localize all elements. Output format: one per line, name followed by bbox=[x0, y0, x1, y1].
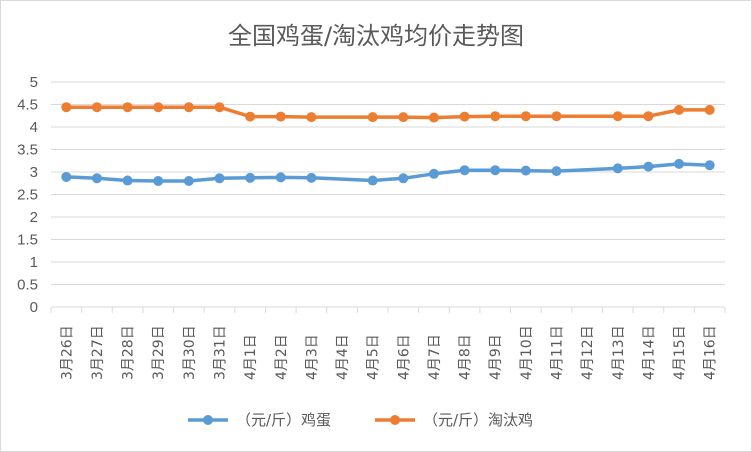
data-point bbox=[551, 111, 562, 122]
y-tick-label: 2 bbox=[30, 209, 38, 226]
data-point bbox=[643, 111, 654, 122]
x-tick-label: 3月29日 bbox=[151, 325, 167, 380]
x-tick-label: 3月30日 bbox=[182, 325, 198, 380]
data-point bbox=[612, 111, 623, 122]
data-point bbox=[245, 172, 256, 183]
legend-marker bbox=[203, 415, 213, 425]
data-point bbox=[275, 172, 286, 183]
x-tick-label: 4月2日 bbox=[274, 334, 290, 380]
data-point bbox=[275, 111, 286, 122]
series-line bbox=[64, 162, 712, 183]
x-tick-label: 4月6日 bbox=[396, 334, 412, 380]
data-point bbox=[367, 112, 378, 123]
data-point bbox=[704, 160, 715, 171]
data-point bbox=[245, 111, 256, 122]
data-point bbox=[398, 112, 409, 123]
x-tick-label: 4月9日 bbox=[488, 334, 504, 380]
series-line bbox=[64, 105, 712, 120]
chart-title: 全国鸡蛋/淘汰鸡均价走势图 bbox=[228, 22, 524, 50]
data-point bbox=[704, 104, 715, 115]
data-point bbox=[459, 165, 470, 176]
x-tick-label: 4月10日 bbox=[519, 325, 535, 380]
data-point bbox=[214, 102, 225, 113]
x-tick-label: 4月5日 bbox=[366, 334, 382, 380]
y-tick-label: 0.5 bbox=[17, 277, 38, 294]
data-point bbox=[674, 158, 685, 169]
x-tick-label: 3月26日 bbox=[59, 325, 75, 380]
legend-label: （元/斤）淘汰鸡 bbox=[423, 411, 533, 429]
series-group bbox=[61, 158, 715, 186]
data-point bbox=[612, 163, 623, 174]
x-tick-label: 4月1日 bbox=[243, 334, 259, 380]
x-tick-label: 4月7日 bbox=[427, 334, 443, 380]
legend-label: （元/斤）鸡蛋 bbox=[236, 411, 331, 429]
x-tick-label: 4月13日 bbox=[611, 325, 627, 380]
series-group bbox=[61, 102, 715, 123]
data-point bbox=[91, 102, 102, 113]
x-tick-label: 4月4日 bbox=[335, 334, 351, 380]
x-axis-ticks: 3月26日 3月27日 3月28日 3月29日 3月30日 3月31日 4月1日 4月2日 4月… bbox=[50, 307, 726, 380]
data-point bbox=[61, 171, 72, 182]
y-tick-label: 4 bbox=[30, 119, 38, 136]
data-point bbox=[490, 111, 501, 122]
data-point bbox=[183, 176, 194, 186]
x-tick-label: 4月8日 bbox=[458, 334, 474, 380]
data-point bbox=[183, 102, 194, 113]
data-point bbox=[153, 176, 164, 186]
gridlines bbox=[51, 81, 725, 308]
data-point bbox=[490, 165, 501, 176]
data-point bbox=[122, 102, 133, 113]
y-tick-label: 1.5 bbox=[17, 232, 38, 249]
x-tick-label: 4月15日 bbox=[672, 325, 688, 380]
y-tick-label: 2.5 bbox=[17, 187, 38, 204]
data-point bbox=[459, 111, 470, 122]
data-point bbox=[428, 168, 439, 179]
y-tick-label: 3.5 bbox=[17, 142, 38, 159]
x-tick-label: 3月31日 bbox=[213, 325, 229, 380]
y-axis-ticks: 0 0.5 1 1.5 2 2.5 3 3.5 4 4.5 5 bbox=[17, 74, 38, 316]
x-tick-label: 4月14日 bbox=[641, 325, 657, 380]
data-point bbox=[214, 173, 225, 184]
data-point bbox=[153, 102, 164, 113]
y-tick-label: 5 bbox=[30, 74, 38, 91]
data-point bbox=[91, 173, 102, 184]
y-tick-label: 3 bbox=[30, 164, 38, 181]
x-tick-label: 4月3日 bbox=[304, 334, 320, 380]
data-point bbox=[674, 104, 685, 115]
data-point bbox=[643, 161, 654, 172]
data-point bbox=[61, 102, 72, 113]
x-tick-label: 3月28日 bbox=[121, 325, 137, 380]
series-lines bbox=[61, 102, 715, 186]
data-point bbox=[520, 165, 531, 176]
data-point bbox=[306, 172, 317, 183]
y-tick-label: 1 bbox=[30, 254, 38, 271]
data-point bbox=[520, 111, 531, 122]
data-point bbox=[122, 175, 133, 186]
x-tick-label: 4月11日 bbox=[550, 325, 566, 380]
data-point bbox=[551, 166, 562, 177]
legend: （元/斤）鸡蛋 （元/斤）淘汰鸡 bbox=[188, 411, 533, 429]
x-tick-label: 4月12日 bbox=[580, 325, 596, 380]
legend-marker bbox=[390, 415, 400, 425]
y-tick-label: 4.5 bbox=[17, 97, 38, 114]
x-tick-label: 4月16日 bbox=[703, 325, 719, 380]
y-tick-label: 0 bbox=[30, 299, 38, 316]
data-point bbox=[306, 112, 317, 123]
x-tick-label: 3月27日 bbox=[90, 325, 106, 380]
data-point bbox=[428, 112, 439, 123]
data-point bbox=[367, 175, 378, 186]
data-point bbox=[398, 173, 409, 184]
